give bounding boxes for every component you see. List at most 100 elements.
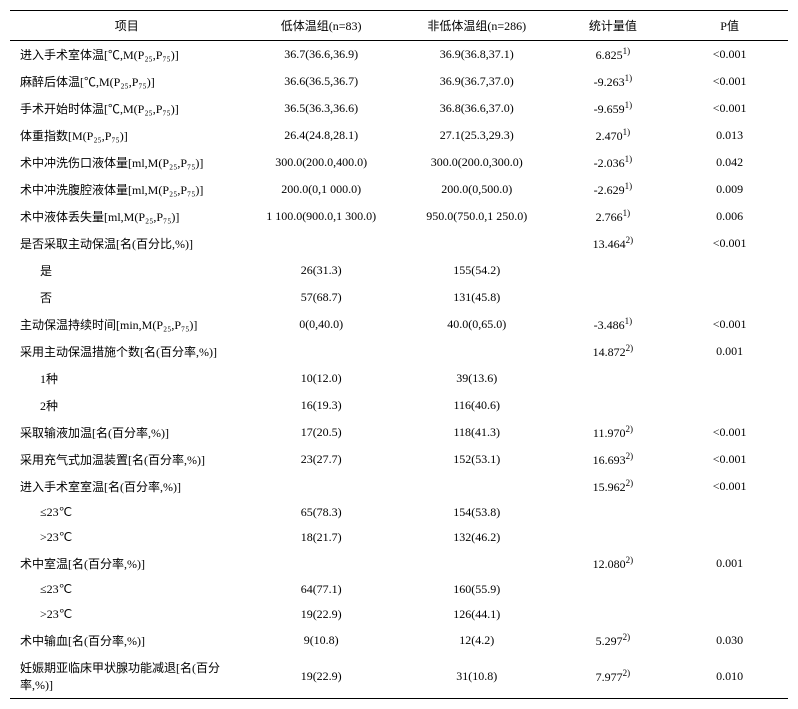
cell-pvalue [671,577,788,602]
cell-pvalue: <0.001 [671,230,788,257]
row-label: 主动保温持续时间[min,M(P₂₅,P₇₅)] [10,311,243,338]
cell-group1 [243,230,399,257]
stat-superscript: 1) [625,316,633,326]
header-stat: 统计量值 [555,11,672,41]
cell-pvalue: <0.001 [671,41,788,69]
table-row: 进入手术室室温[名(百分率,%)]15.9622)<0.001 [10,473,788,500]
row-label: 采用充气式加温装置[名(百分率,%)] [10,446,243,473]
cell-group1: 26.4(24.8,28.1) [243,122,399,149]
cell-stat: 2.4701) [555,122,672,149]
row-label: 1种 [10,365,243,392]
cell-group1: 65(78.3) [243,500,399,525]
cell-group1: 36.7(36.6,36.9) [243,41,399,69]
cell-stat [555,525,672,550]
cell-pvalue [671,500,788,525]
stat-superscript: 2) [626,555,634,565]
cell-group2: 160(55.9) [399,577,555,602]
row-label: 妊娠期亚临床甲状腺功能减退[名(百分率,%)] [10,654,243,699]
row-label: >23℃ [10,525,243,550]
cell-stat [555,257,672,284]
stat-superscript: 2) [626,235,634,245]
stat-superscript: 2) [626,451,634,461]
cell-stat: 16.6932) [555,446,672,473]
table-row: 术中冲洗腹腔液体量[ml,M(P₂₅,P₇₅)]200.0(0,1 000.0)… [10,176,788,203]
cell-group2: 27.1(25.3,29.3) [399,122,555,149]
table-row: 是否采取主动保温[名(百分比,%)] 13.4642)<0.001 [10,230,788,257]
cell-stat: -3.4861) [555,311,672,338]
header-item: 项目 [10,11,243,41]
cell-pvalue: 0.042 [671,149,788,176]
cell-group1: 1 100.0(900.0,1 300.0) [243,203,399,230]
cell-group2: 118(41.3) [399,419,555,446]
table-row: 1种10(12.0)39(13.6) [10,365,788,392]
cell-stat: 12.0802) [555,550,672,577]
cell-pvalue [671,525,788,550]
table-row: ≤23℃64(77.1)160(55.9) [10,577,788,602]
cell-stat [555,284,672,311]
cell-stat: -9.6591) [555,95,672,122]
cell-group2: 39(13.6) [399,365,555,392]
cell-pvalue [671,365,788,392]
row-label: 否 [10,284,243,311]
cell-group1: 16(19.3) [243,392,399,419]
row-label: 2种 [10,392,243,419]
cell-stat [555,365,672,392]
table-row: 否57(68.7)131(45.8) [10,284,788,311]
header-row: 项目 低体温组(n=83) 非低体温组(n=286) 统计量值 P值 [10,11,788,41]
cell-group2 [399,230,555,257]
cell-pvalue: 0.009 [671,176,788,203]
cell-stat: 13.4642) [555,230,672,257]
cell-pvalue [671,284,788,311]
cell-stat: -2.6291) [555,176,672,203]
cell-pvalue: 0.013 [671,122,788,149]
cell-group1: 17(20.5) [243,419,399,446]
table-row: 是26(31.3)155(54.2) [10,257,788,284]
table-row: 体重指数[M(P₂₅,P₇₅)]26.4(24.8,28.1)27.1(25.3… [10,122,788,149]
cell-group1: 18(21.7) [243,525,399,550]
table-row: 采用充气式加温装置[名(百分率,%)]23(27.7)152(53.1)16.6… [10,446,788,473]
cell-stat: -9.2631) [555,68,672,95]
row-label: 术中输血[名(百分率,%)] [10,627,243,654]
cell-stat: 15.9622) [555,473,672,500]
cell-group1: 9(10.8) [243,627,399,654]
table-row: 进入手术室体温[℃,M(P₂₅,P₇₅)]36.7(36.6,36.9)36.9… [10,41,788,69]
cell-stat: -2.0361) [555,149,672,176]
table-row: 主动保温持续时间[min,M(P₂₅,P₇₅)]0(0,40.0)40.0(0,… [10,311,788,338]
cell-group2: 36.9(36.8,37.1) [399,41,555,69]
cell-group1: 23(27.7) [243,446,399,473]
cell-stat: 7.9772) [555,654,672,699]
cell-group1: 36.6(36.5,36.7) [243,68,399,95]
stat-superscript: 1) [623,46,631,56]
cell-stat [555,500,672,525]
row-label: 采用主动保温措施个数[名(百分率,%)] [10,338,243,365]
cell-pvalue: 0.030 [671,627,788,654]
cell-pvalue: 0.010 [671,654,788,699]
row-label: 是否采取主动保温[名(百分比,%)] [10,230,243,257]
table-row: 2种16(19.3)116(40.6) [10,392,788,419]
cell-group2: 154(53.8) [399,500,555,525]
row-label: 术中冲洗腹腔液体量[ml,M(P₂₅,P₇₅)] [10,176,243,203]
table-row: 术中液体丢失量[ml,M(P₂₅,P₇₅)]1 100.0(900.0,1 30… [10,203,788,230]
cell-group2 [399,338,555,365]
row-label: 术中冲洗伤口液体量[ml,M(P₂₅,P₇₅)] [10,149,243,176]
stat-superscript: 2) [626,343,634,353]
table-row: 采取输液加温[名(百分率,%)]17(20.5)118(41.3)11.9702… [10,419,788,446]
cell-pvalue: <0.001 [671,446,788,473]
cell-group2: 132(46.2) [399,525,555,550]
header-pvalue: P值 [671,11,788,41]
table-row: 术中室温[名(百分率,%)]12.0802)0.001 [10,550,788,577]
cell-pvalue: 0.001 [671,338,788,365]
cell-group2 [399,473,555,500]
row-label: ≤23℃ [10,500,243,525]
cell-pvalue: <0.001 [671,95,788,122]
cell-pvalue: <0.001 [671,68,788,95]
stat-superscript: 1) [625,100,633,110]
cell-stat: 6.8251) [555,41,672,69]
row-label: 体重指数[M(P₂₅,P₇₅)] [10,122,243,149]
cell-stat [555,392,672,419]
stat-superscript: 2) [623,668,631,678]
cell-pvalue [671,257,788,284]
cell-group2: 36.8(36.6,37.0) [399,95,555,122]
cell-group2: 300.0(200.0,300.0) [399,149,555,176]
row-label: 采取输液加温[名(百分率,%)] [10,419,243,446]
